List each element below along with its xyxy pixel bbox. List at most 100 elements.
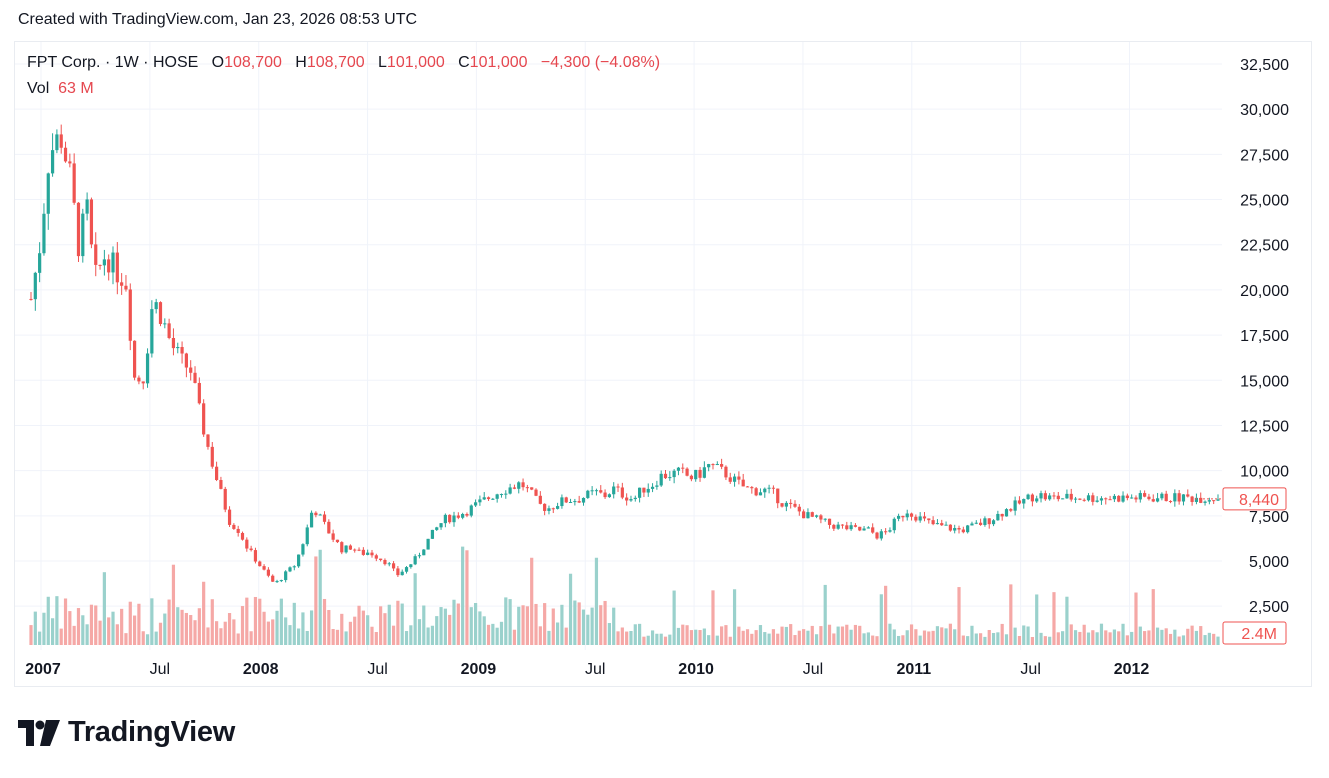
volume-bar [469,607,473,645]
candle-body [150,309,154,354]
candle-body [1190,496,1194,502]
candle-body [59,134,63,148]
candle-body [98,264,102,266]
candle-body [1069,493,1073,500]
candle-body [763,488,767,493]
candle-body [1151,499,1155,502]
candle-body [1216,499,1220,501]
candle-body [128,289,132,341]
symbol-title[interactable]: FPT Corp. · 1W · HOSE [27,54,199,71]
time-tick-label: 2011 [896,661,931,678]
candle-body [629,499,633,501]
candle-body [176,346,180,349]
tradingview-logo-icon [18,719,60,746]
volume-bar [98,620,102,645]
volume-bar [1147,630,1151,645]
candle-body [42,213,46,254]
candle-body [236,528,240,533]
volume-bar [327,610,331,645]
price-tick-label: 10,000 [1240,464,1289,481]
volume-bar [728,636,732,645]
volume-bar [832,633,836,645]
candle-body [650,486,655,489]
volume-bar [836,626,840,645]
volume-bar [802,629,806,645]
volume-bar [741,630,745,645]
volume-bar [68,611,72,645]
candle-body [741,479,745,487]
candle-body [180,346,184,354]
candle-body [327,521,331,534]
volume-bar [538,626,542,645]
candle-body [1017,500,1022,504]
candle-body [279,580,283,582]
volume-bar [750,633,754,645]
volume-bar [1216,636,1220,645]
volume-bar [586,614,590,645]
volume-bar [1164,628,1168,645]
volume-bar [309,610,314,645]
candle-body [249,548,253,551]
volume-bar [137,603,141,645]
volume-bar [439,607,443,645]
candle-body [202,403,206,435]
candle-body [469,505,473,516]
volume-bar [1052,592,1056,645]
volume-bar [1095,632,1099,645]
volume-bar [340,613,344,645]
candle-body [1194,497,1199,502]
volume-bar [970,625,974,645]
candle-body [1125,495,1129,499]
tradingview-logo[interactable]: TradingView [18,716,235,749]
candle-body [590,490,594,492]
volume-bar [400,603,404,645]
chart-svg[interactable]: 32,500 30,000 27,500 25,000 22,500 20,000 17,5… [0,0,1329,700]
candle-body [944,524,948,526]
candle-body [1186,494,1190,497]
volume-bar [668,634,672,645]
volume-bar [1199,626,1203,645]
volume-bar [50,618,55,645]
candle-body [223,488,227,510]
volume-bar [1061,631,1065,645]
candle-body [63,147,68,162]
time-axis: 2007 Jul 2008 Jul 2009 Jul 2010 Jul 2011 Jul 2012 [25,661,1149,678]
candle-body [478,499,482,503]
volume-bar [914,629,918,645]
volume-bar [953,629,957,645]
volume-bar [443,608,447,645]
volume-bar [944,628,948,645]
candle-body [875,532,879,539]
last-price-badge [1222,487,1287,511]
volume-bar [275,610,279,645]
candle-body [551,508,555,510]
candle-body [979,522,983,525]
candle-body [538,495,542,504]
volume-bar [784,626,788,645]
volume-bar [1108,632,1112,645]
volume-bar [797,630,801,645]
volume-bar [318,549,322,645]
candle-body [827,518,832,525]
volume-bar [29,625,33,645]
candle-body [776,488,780,504]
candle-body [1043,493,1047,500]
candle-body [491,498,495,500]
volume-bar [702,628,706,645]
candle-body [638,487,642,498]
volume-bar [793,635,797,645]
volume-bar [806,630,810,645]
volume-bar [348,621,353,645]
volume-bar [1004,634,1009,645]
volume-bar [322,598,327,645]
candle-body [931,520,935,525]
candle-body [1065,493,1069,499]
volume-bar [1091,630,1095,645]
candle-body [357,549,361,551]
candle-body [720,464,724,467]
candle-body [663,473,668,479]
candle-body [115,252,119,283]
candle-body [435,527,439,530]
candle-body [758,492,763,496]
candle-body [396,568,400,576]
